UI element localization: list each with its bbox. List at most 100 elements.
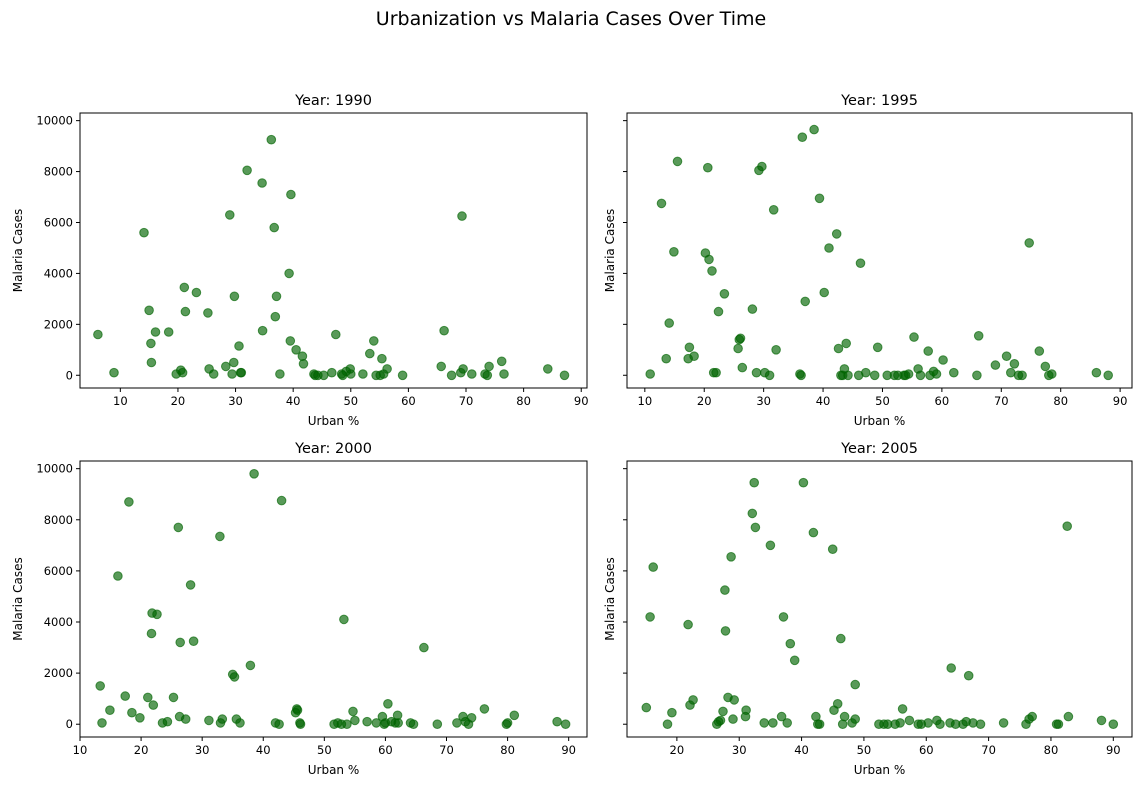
data-point [831, 229, 842, 239]
data-point [832, 699, 843, 709]
data-point [641, 702, 652, 713]
x-tick-label: 90 [1106, 743, 1121, 757]
y-axis-label: Malaria Cases [11, 209, 25, 292]
data-point [543, 364, 553, 374]
data-point [904, 715, 915, 726]
data-point [221, 361, 231, 372]
data-point [1062, 521, 1072, 532]
data-point [234, 341, 244, 351]
data-point [120, 691, 130, 701]
data-point [358, 369, 368, 379]
data-point [809, 124, 819, 135]
data-point [703, 162, 713, 173]
data-point [683, 619, 693, 630]
data-point [800, 296, 811, 307]
data-point [466, 713, 477, 723]
data-point [236, 367, 247, 378]
data-point [113, 571, 123, 581]
data-point [346, 369, 356, 379]
x-tick-label: 60 [378, 743, 393, 757]
data-point [377, 353, 387, 364]
data-point [208, 369, 219, 379]
data-point [741, 705, 751, 716]
data-point [861, 367, 871, 378]
data-point [215, 531, 225, 542]
data-point [949, 367, 959, 378]
y-tick-label: 8000 [44, 513, 73, 527]
x-tick-label: 40 [286, 394, 301, 408]
data-point [897, 704, 908, 714]
data-point [768, 205, 779, 215]
data-point [342, 719, 352, 730]
data-point [292, 704, 302, 714]
data-points [645, 124, 1113, 381]
data-point [704, 254, 714, 265]
data-point [1108, 719, 1119, 730]
data-point [757, 161, 767, 172]
x-tick-label: 70 [981, 743, 996, 757]
y-tick-label: 10000 [36, 114, 73, 128]
data-point [146, 628, 157, 639]
data-point [1091, 367, 1102, 378]
y-tick-label: 6000 [44, 564, 73, 578]
data-point [291, 345, 301, 355]
data-point [285, 336, 296, 346]
data-point [95, 681, 105, 691]
data-point [836, 633, 846, 644]
plot-frame [79, 460, 588, 738]
data-point [1001, 351, 1012, 362]
x-tick-label: 60 [935, 394, 950, 408]
data-point [1096, 715, 1107, 726]
x-tick-label: 50 [317, 743, 332, 757]
x-tick-label: 10 [638, 394, 653, 408]
data-point [275, 369, 285, 379]
y-axis-label: Malaria Cases [603, 557, 617, 640]
data-point [327, 367, 337, 378]
data-point [177, 367, 188, 378]
y-tick-label: 0 [66, 368, 73, 382]
data-point [331, 329, 341, 340]
data-point [257, 325, 268, 336]
x-tick-label: 60 [919, 743, 934, 757]
data-point [841, 338, 852, 349]
y-tick-label: 10000 [36, 462, 73, 476]
data-point [729, 695, 740, 705]
data-point [175, 637, 185, 648]
data-point [656, 198, 667, 209]
y-tick-label: 8000 [44, 165, 73, 179]
data-point [509, 710, 520, 721]
data-point [843, 370, 853, 381]
data-point [180, 714, 191, 724]
data-point [105, 705, 115, 716]
data-point [963, 670, 974, 681]
data-point [720, 626, 731, 636]
data-point [946, 663, 957, 673]
data-point [143, 692, 153, 703]
subplot-2: 10 20 30 40 50 60 70 80 90 Year: 1995 Urban % Malar… [603, 93, 1133, 428]
data-point [667, 707, 677, 718]
data-point [419, 642, 429, 653]
data-point [225, 210, 235, 220]
data-point [271, 291, 282, 302]
y-axis-label: Malaria Cases [603, 209, 617, 292]
data-point [855, 258, 866, 269]
data-point [1103, 370, 1113, 381]
data-point [274, 719, 284, 730]
data-point [350, 715, 360, 726]
data-point [798, 477, 809, 488]
data-point [229, 291, 240, 302]
data-point [931, 369, 942, 379]
data-point [990, 360, 1001, 370]
data-point [144, 305, 154, 316]
data-point [188, 636, 199, 647]
data-point [707, 266, 717, 276]
data-point [733, 343, 743, 354]
x-tick-label: 50 [857, 743, 872, 757]
data-point [467, 369, 477, 379]
data-point [185, 580, 196, 590]
data-point [789, 655, 800, 666]
x-tick-label: 80 [1044, 743, 1059, 757]
data-point [295, 719, 306, 730]
subplot-3: 10 20 30 40 50 60 70 80 90 0 2000 4000 6000 8000 10000… [11, 441, 588, 777]
